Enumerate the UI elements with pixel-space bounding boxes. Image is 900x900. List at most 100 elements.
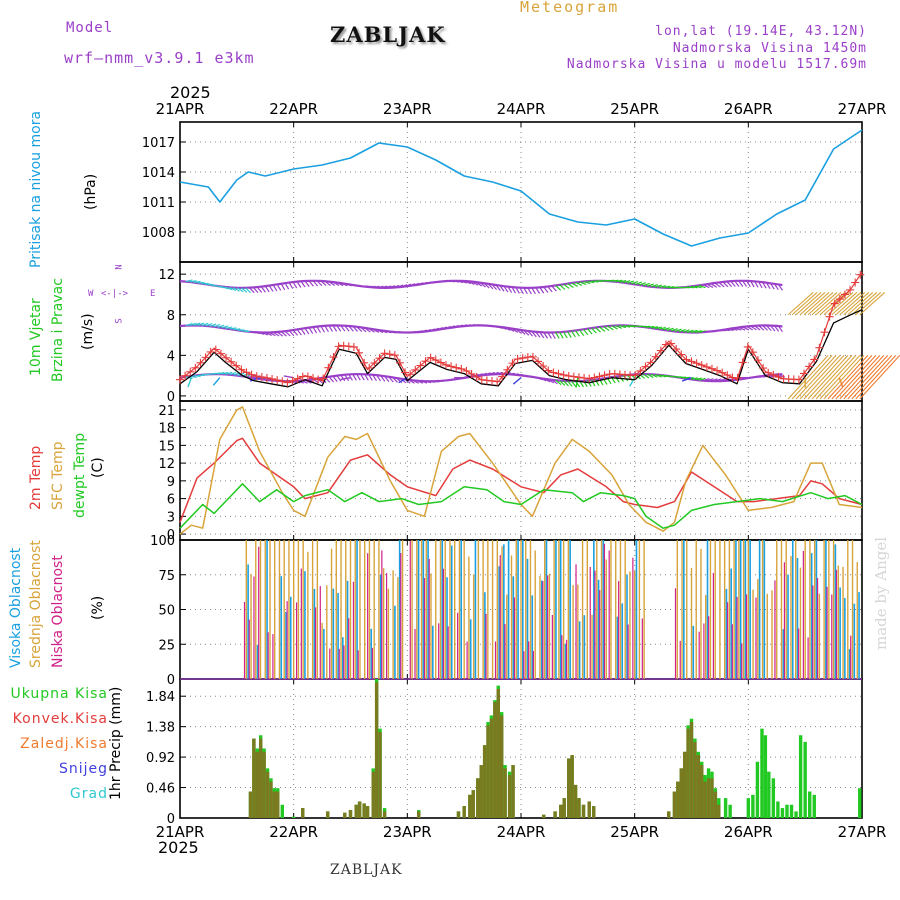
wind-gust-line xyxy=(179,271,863,384)
precip-total-bar xyxy=(771,778,776,818)
wind-barb xyxy=(838,377,844,388)
wind-arrow xyxy=(694,285,702,289)
gust-marker xyxy=(549,368,558,377)
wind-arrow xyxy=(193,280,201,284)
wind-arrow xyxy=(320,280,327,287)
wind-arrow xyxy=(503,285,509,293)
wind-arrow xyxy=(284,330,291,337)
wind-arrow xyxy=(475,281,483,287)
wind-arrow xyxy=(185,279,193,283)
gust-marker xyxy=(181,371,190,380)
wind-arrow xyxy=(432,380,440,383)
wind-arrow xyxy=(412,379,420,384)
wind-arrow xyxy=(280,283,286,291)
gust-marker xyxy=(283,378,292,387)
wind-arrow xyxy=(503,326,511,331)
gust-marker xyxy=(554,369,563,378)
precip-conv-bar xyxy=(326,811,330,818)
gust-marker xyxy=(825,312,834,321)
gust-marker xyxy=(595,372,604,381)
precip-conv-bar xyxy=(374,682,379,818)
wind-arrow xyxy=(268,285,274,292)
precip-conv-bar xyxy=(493,702,497,818)
gust-marker xyxy=(349,342,358,351)
wind-arrow xyxy=(336,375,342,382)
gust-marker xyxy=(477,375,486,384)
wind-arrow xyxy=(384,375,390,383)
gust-marker xyxy=(206,347,215,356)
wind-arrow xyxy=(356,326,363,333)
wind-arrow xyxy=(408,379,415,384)
gust-marker xyxy=(559,370,568,379)
wind-arrow xyxy=(336,282,344,287)
wind-arrow xyxy=(272,331,280,337)
wind-arrow xyxy=(547,286,553,293)
wind-arrow xyxy=(682,376,690,379)
precip-conv-bar xyxy=(417,811,421,818)
wind-arrow xyxy=(686,329,694,333)
wind-barb xyxy=(512,377,522,385)
wind-arrow xyxy=(340,325,346,332)
gust-marker xyxy=(656,346,665,355)
wind-arrow xyxy=(436,327,444,331)
wind-arrow xyxy=(233,328,241,331)
wind-arrow xyxy=(248,287,255,294)
compass-cross-icon: <-|-> xyxy=(101,289,129,299)
wind-arrow xyxy=(583,280,591,285)
wind-arrow xyxy=(710,378,718,382)
wind-arrow xyxy=(428,380,436,383)
y-tick-label: 0 xyxy=(167,390,175,405)
gust-marker xyxy=(339,341,348,350)
gust-marker xyxy=(564,371,573,380)
wind-arrow xyxy=(221,285,229,290)
precip-conv-bar xyxy=(382,811,387,818)
wind-arrow xyxy=(690,285,698,289)
wind-arrow xyxy=(643,325,651,328)
wind-arrow xyxy=(376,329,384,334)
gust-marker xyxy=(334,342,343,351)
wind-arrow xyxy=(750,280,755,288)
wind-arrow xyxy=(400,284,408,288)
wind-arrow xyxy=(543,378,551,383)
precip-conv-bar xyxy=(476,778,480,818)
storm-arrow xyxy=(803,292,830,316)
gust-marker xyxy=(262,373,271,382)
wind-arrow xyxy=(571,282,578,287)
gust-marker xyxy=(631,371,640,380)
y-tick-label: 1011 xyxy=(142,196,175,211)
precip-conv-bar xyxy=(486,725,490,818)
precip-conv-bar xyxy=(686,728,690,818)
x-tick-label-bottom: 24APR xyxy=(497,823,546,841)
precip-conv-bar xyxy=(511,765,515,818)
precip-total-bar xyxy=(763,735,768,818)
gust-marker xyxy=(390,351,399,360)
precip-conv-bar xyxy=(365,806,370,818)
y-tick-label: 18 xyxy=(158,422,175,437)
gust-marker xyxy=(856,270,865,279)
wind-arrow xyxy=(324,280,331,286)
wind-arrow xyxy=(348,374,353,381)
gust-marker xyxy=(447,362,456,371)
year-bottom: 2025 xyxy=(158,838,199,857)
precip-conv-bar xyxy=(570,755,574,818)
gust-marker xyxy=(585,374,594,383)
wind-arrow xyxy=(495,371,503,375)
gust-marker xyxy=(314,375,323,384)
wind-arrow xyxy=(555,379,562,386)
wind-arrow xyxy=(607,279,615,282)
precip-conv-bar xyxy=(252,738,256,818)
wind-arrow xyxy=(658,285,667,289)
wind-arrow xyxy=(531,287,536,295)
gust-marker xyxy=(472,372,481,381)
gust-marker xyxy=(406,370,415,379)
storm-arrow xyxy=(843,354,885,400)
storm-arrow xyxy=(795,354,837,400)
wind-arrow xyxy=(674,328,682,333)
y-tick-label: 100 xyxy=(150,534,175,549)
precip-conv-bar xyxy=(672,791,677,818)
precip-conv-bar xyxy=(248,791,253,818)
wind-arrow xyxy=(376,285,384,289)
wind-arrow xyxy=(535,331,541,338)
wind-arrow xyxy=(404,283,412,288)
wind-arrow xyxy=(754,281,759,288)
